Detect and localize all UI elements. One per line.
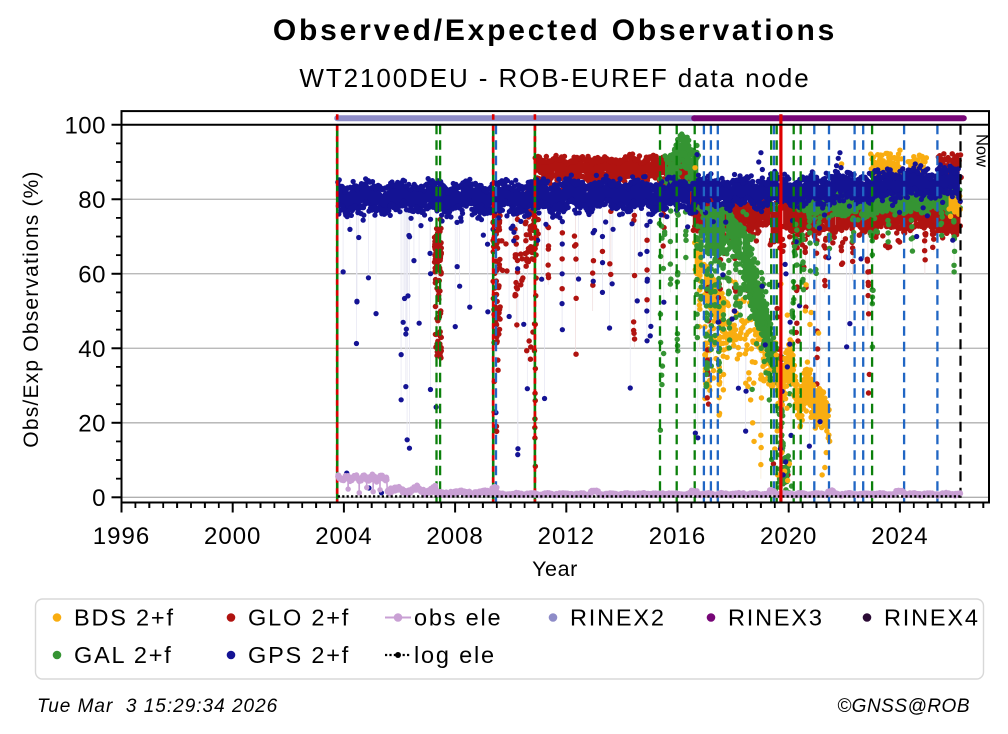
svg-text:WT2100DEU - ROB-EUREF data nod: WT2100DEU - ROB-EUREF data node [299,63,810,93]
svg-text:BDS 2+f: BDS 2+f [74,605,175,631]
svg-text:Tue Mar 3 15:29:34 2026: Tue Mar 3 15:29:34 2026 [37,696,278,717]
svg-text:RINEX4: RINEX4 [884,605,980,631]
svg-text:2008: 2008 [426,523,483,550]
svg-text:1996: 1996 [93,523,150,550]
svg-text:Year: Year [532,557,578,581]
svg-text:GLO 2+f: GLO 2+f [248,605,350,631]
svg-text:Observed/Expected Observations: Observed/Expected Observations [273,14,837,47]
svg-text:GPS 2+f: GPS 2+f [248,642,350,668]
svg-text:2016: 2016 [649,523,706,550]
svg-text:60: 60 [78,261,106,288]
svg-text:0: 0 [92,485,106,512]
svg-text:RINEX3: RINEX3 [728,605,824,631]
svg-text:80: 80 [78,187,106,214]
svg-text:obs ele: obs ele [414,605,502,631]
svg-text:2020: 2020 [760,523,817,550]
svg-text:©GNSS@ROB: ©GNSS@ROB [837,696,970,717]
svg-text:Obs/Exp Observations (%): Obs/Exp Observations (%) [20,170,43,447]
svg-text:2000: 2000 [204,523,261,550]
svg-text:100: 100 [64,112,106,139]
svg-text:log ele: log ele [414,642,496,668]
svg-text:RINEX2: RINEX2 [570,605,666,631]
svg-text:2024: 2024 [871,523,928,550]
svg-text:Now: Now [973,134,991,167]
svg-text:2004: 2004 [315,523,372,550]
svg-text:GAL 2+f: GAL 2+f [74,642,173,668]
svg-text:2012: 2012 [538,523,595,550]
svg-text:40: 40 [78,336,106,363]
svg-text:20: 20 [78,410,106,437]
